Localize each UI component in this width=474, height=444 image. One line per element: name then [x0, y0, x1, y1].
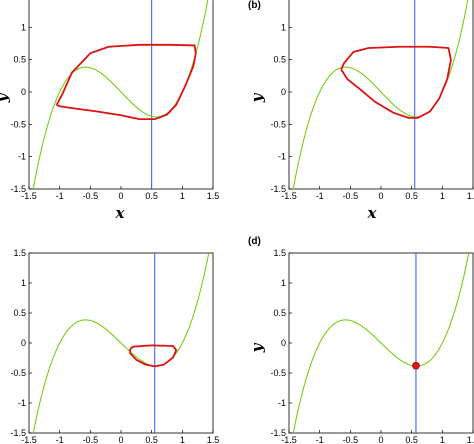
y-tick-label: 0.5	[13, 308, 26, 318]
x-tick-label: -1	[56, 435, 64, 444]
orbit-curve	[340, 45, 452, 119]
y-tick-label: 1	[281, 22, 286, 32]
x-tick-label: -0.5	[83, 191, 99, 201]
y-tick-label: -0.5	[270, 119, 286, 129]
x-tick-label: -1.5	[281, 435, 297, 444]
x-tick-label: -1	[316, 191, 324, 201]
nullcline-curve	[292, 0, 469, 189]
y-tick-label: 0	[21, 87, 26, 97]
y-tick-label: -0.5	[10, 119, 26, 129]
x-tick-label: 1	[440, 191, 445, 201]
y-tick-label: 1	[21, 278, 26, 288]
y-tick-label: -1	[18, 152, 26, 162]
panel-label: (d)	[248, 236, 261, 247]
orbit-curve	[129, 344, 178, 368]
x-tick-label: 0.5	[145, 191, 158, 201]
y-tick-label: -1.5	[270, 184, 286, 194]
x-tick-label: 1.5	[207, 435, 220, 444]
x-tick-label: 1	[180, 435, 185, 444]
x-tick-label: 1.5	[467, 435, 474, 444]
x-tick-label: -1.5	[21, 435, 37, 444]
y-tick-label: 0	[21, 338, 26, 348]
x-tick-label: 0	[118, 435, 123, 444]
y-tick-label: 0.5	[13, 55, 26, 65]
fixed-point-marker	[412, 361, 420, 370]
x-tick-label: -0.5	[83, 435, 99, 444]
y-tick-label: -0.5	[270, 368, 286, 378]
y-tick-label: 1.5	[13, 248, 26, 258]
y-axis-label: y	[248, 342, 266, 353]
chart-panel-3: -1.5 -1 -0.5 0 0.5 1 1.5 -1.5 -1 -0.5 0 0.5 1 1.5	[10, 248, 220, 444]
y-tick-label: 0.5	[273, 308, 286, 318]
x-tick-label: 1	[440, 435, 445, 444]
orbit-curve	[55, 43, 197, 121]
nullcline-curve	[292, 253, 470, 433]
nullcline-curve	[32, 253, 210, 433]
y-tick-label: -1	[18, 398, 26, 408]
y-tick-label: -1	[278, 152, 286, 162]
x-tick-label: 1.5	[207, 191, 220, 201]
y-tick-label: 0.5	[273, 55, 286, 65]
y-tick-label: 1.5	[273, 248, 286, 258]
x-tick-label: -0.5	[343, 191, 359, 201]
y-tick-label: 0	[281, 87, 286, 97]
plot-frame	[288, 0, 474, 190]
x-tick-label: 0.5	[405, 435, 418, 444]
x-tick-label: 0	[118, 191, 123, 201]
x-axis-label: x	[367, 204, 378, 222]
y-tick-label: -1.5	[10, 184, 26, 194]
panel-label: (b)	[248, 0, 261, 11]
x-tick-label: -1.5	[281, 191, 297, 201]
y-tick-label: 0	[281, 338, 286, 348]
x-tick-label: 0	[378, 435, 383, 444]
chart-panel-2: -1.5-1-0.500.511.5-1.5-1-0.500.511.5xy(b…	[248, 0, 474, 222]
x-tick-label: -1.5	[21, 191, 37, 201]
y-axis-label: y	[248, 92, 266, 103]
y-tick-label: 1	[21, 22, 26, 32]
x-tick-label: -1	[56, 191, 64, 201]
y-tick-label: -1	[278, 398, 286, 408]
chart-panel-1: -1.5-1-0.500.511.5-1.5-1-0.500.511.5xy	[0, 0, 219, 222]
y-tick-label: 1	[281, 278, 286, 288]
x-tick-label: 1.5	[467, 191, 474, 201]
x-tick-label: -1	[316, 435, 324, 444]
x-tick-label: 1	[180, 191, 185, 201]
x-tick-label: 0.5	[405, 191, 418, 201]
x-tick-label: 0	[378, 191, 383, 201]
x-tick-label: 0.5	[145, 435, 158, 444]
plot-frame	[28, 0, 214, 190]
chart-panel-4: -1.5 -1 -0.5 0 0.5 1 1.5 -1.5 -1 -0.5 0 0.5 1 1.5 y (d)	[248, 236, 474, 444]
y-tick-label: -1.5	[10, 428, 26, 438]
nullcline-curve	[32, 0, 209, 189]
x-tick-label: -0.5	[343, 435, 359, 444]
y-axis-label: y	[0, 92, 11, 103]
x-axis-label: x	[115, 204, 126, 222]
y-tick-label: -0.5	[10, 368, 26, 378]
y-tick-label: -1.5	[270, 428, 286, 438]
